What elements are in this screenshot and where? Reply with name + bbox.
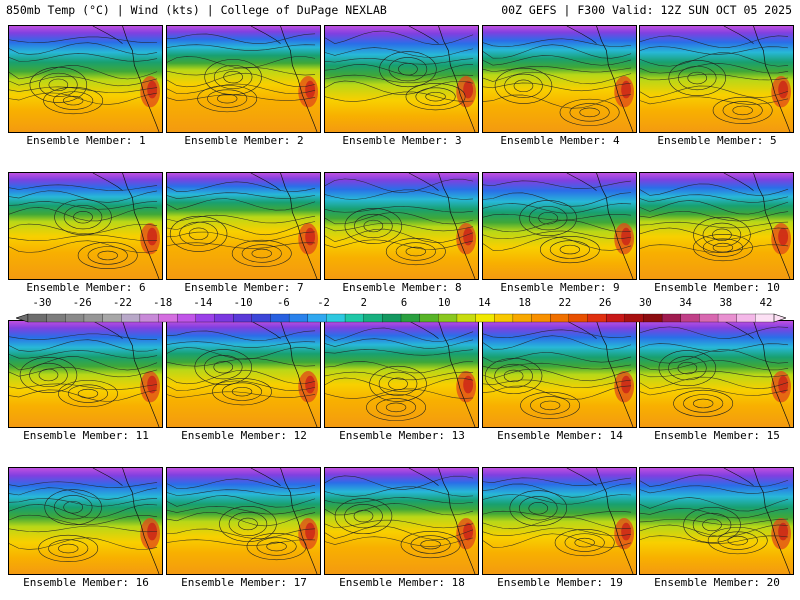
ensemble-member-label: Ensemble Member: 15 xyxy=(654,429,780,442)
ensemble-member-map xyxy=(482,320,637,428)
ensemble-member-label: Ensemble Member: 4 xyxy=(500,134,620,147)
temperature-colorbar xyxy=(15,308,787,327)
ensemble-member-map xyxy=(639,320,794,428)
ensemble-member-map xyxy=(8,25,163,133)
ensemble-member-label: Ensemble Member: 7 xyxy=(184,281,304,294)
colorbar-tick-label: 30 xyxy=(639,297,652,309)
ensemble-member-map xyxy=(324,320,479,428)
ensemble-member-map xyxy=(8,467,163,575)
colorbar-tick-label: 26 xyxy=(598,297,612,309)
colorbar-tick-label: 34 xyxy=(679,297,692,309)
ensemble-member-label: Ensemble Member: 12 xyxy=(181,429,307,442)
ensemble-member-label: Ensemble Member: 19 xyxy=(497,576,623,589)
ensemble-member-label: Ensemble Member: 8 xyxy=(342,281,462,294)
ensemble-member-map xyxy=(166,467,321,575)
ensemble-member-label: Ensemble Member: 20 xyxy=(654,576,780,589)
ensemble-member-label: Ensemble Member: 13 xyxy=(339,429,465,442)
ensemble-member-label: Ensemble Member: 10 xyxy=(654,281,780,294)
colorbar-tick-label: 14 xyxy=(478,297,491,309)
ensemble-member-map xyxy=(8,172,163,280)
colorbar-tick-label: 38 xyxy=(719,297,733,309)
ensemble-member-map xyxy=(482,467,637,575)
ensemble-member-label: Ensemble Member: 5 xyxy=(657,134,777,147)
ensemble-member-label: Ensemble Member: 1 xyxy=(26,134,146,147)
colorbar-tick-label: 18 xyxy=(518,297,531,309)
colorbar-tick-label: -22 xyxy=(112,297,132,309)
ensemble-member-label: Ensemble Member: 18 xyxy=(339,576,465,589)
colorbar-tick-label: -30 xyxy=(32,297,52,309)
ensemble-member-label: Ensemble Member: 2 xyxy=(184,134,304,147)
colorbar-tick-label: -2 xyxy=(317,297,330,309)
ensemble-member-label: Ensemble Member: 11 xyxy=(23,429,149,442)
ensemble-member-map xyxy=(639,467,794,575)
colorbar-tick-label: -6 xyxy=(277,297,290,309)
ensemble-member-label: Ensemble Member: 9 xyxy=(500,281,620,294)
header-valid-time: 00Z GEFS | F300 Valid: 12Z SUN OCT 05 20… xyxy=(501,3,792,17)
ensemble-member-map xyxy=(166,172,321,280)
ensemble-member-label: Ensemble Member: 17 xyxy=(181,576,307,589)
ensemble-member-map xyxy=(324,467,479,575)
colorbar-tick-label: -18 xyxy=(153,297,173,309)
colorbar-tick-label: 22 xyxy=(558,297,572,309)
colorbar-tick-label: 2 xyxy=(360,297,367,309)
ensemble-member-label: Ensemble Member: 16 xyxy=(23,576,149,589)
ensemble-member-map xyxy=(8,320,163,428)
ensemble-member-map xyxy=(324,172,479,280)
ensemble-member-map xyxy=(166,320,321,428)
ensemble-member-map xyxy=(324,25,479,133)
colorbar-tick-label: 42 xyxy=(759,297,773,309)
colorbar-tick-label: -14 xyxy=(193,297,213,309)
ensemble-member-map xyxy=(482,172,637,280)
ensemble-member-map xyxy=(639,25,794,133)
header-title: 850mb Temp (°C) | Wind (kts) | College o… xyxy=(6,3,387,17)
colorbar-tick-label: 6 xyxy=(400,297,408,309)
colorbar-tick-label: -26 xyxy=(72,297,92,309)
ensemble-member-label: Ensemble Member: 14 xyxy=(497,429,623,442)
ensemble-member-map xyxy=(166,25,321,133)
colorbar-tick-label: -10 xyxy=(233,297,253,309)
colorbar-tick-label: 10 xyxy=(437,297,451,309)
ensemble-member-label: Ensemble Member: 6 xyxy=(26,281,146,294)
ensemble-member-map xyxy=(482,25,637,133)
ensemble-member-label: Ensemble Member: 3 xyxy=(342,134,462,147)
ensemble-member-map xyxy=(639,172,794,280)
